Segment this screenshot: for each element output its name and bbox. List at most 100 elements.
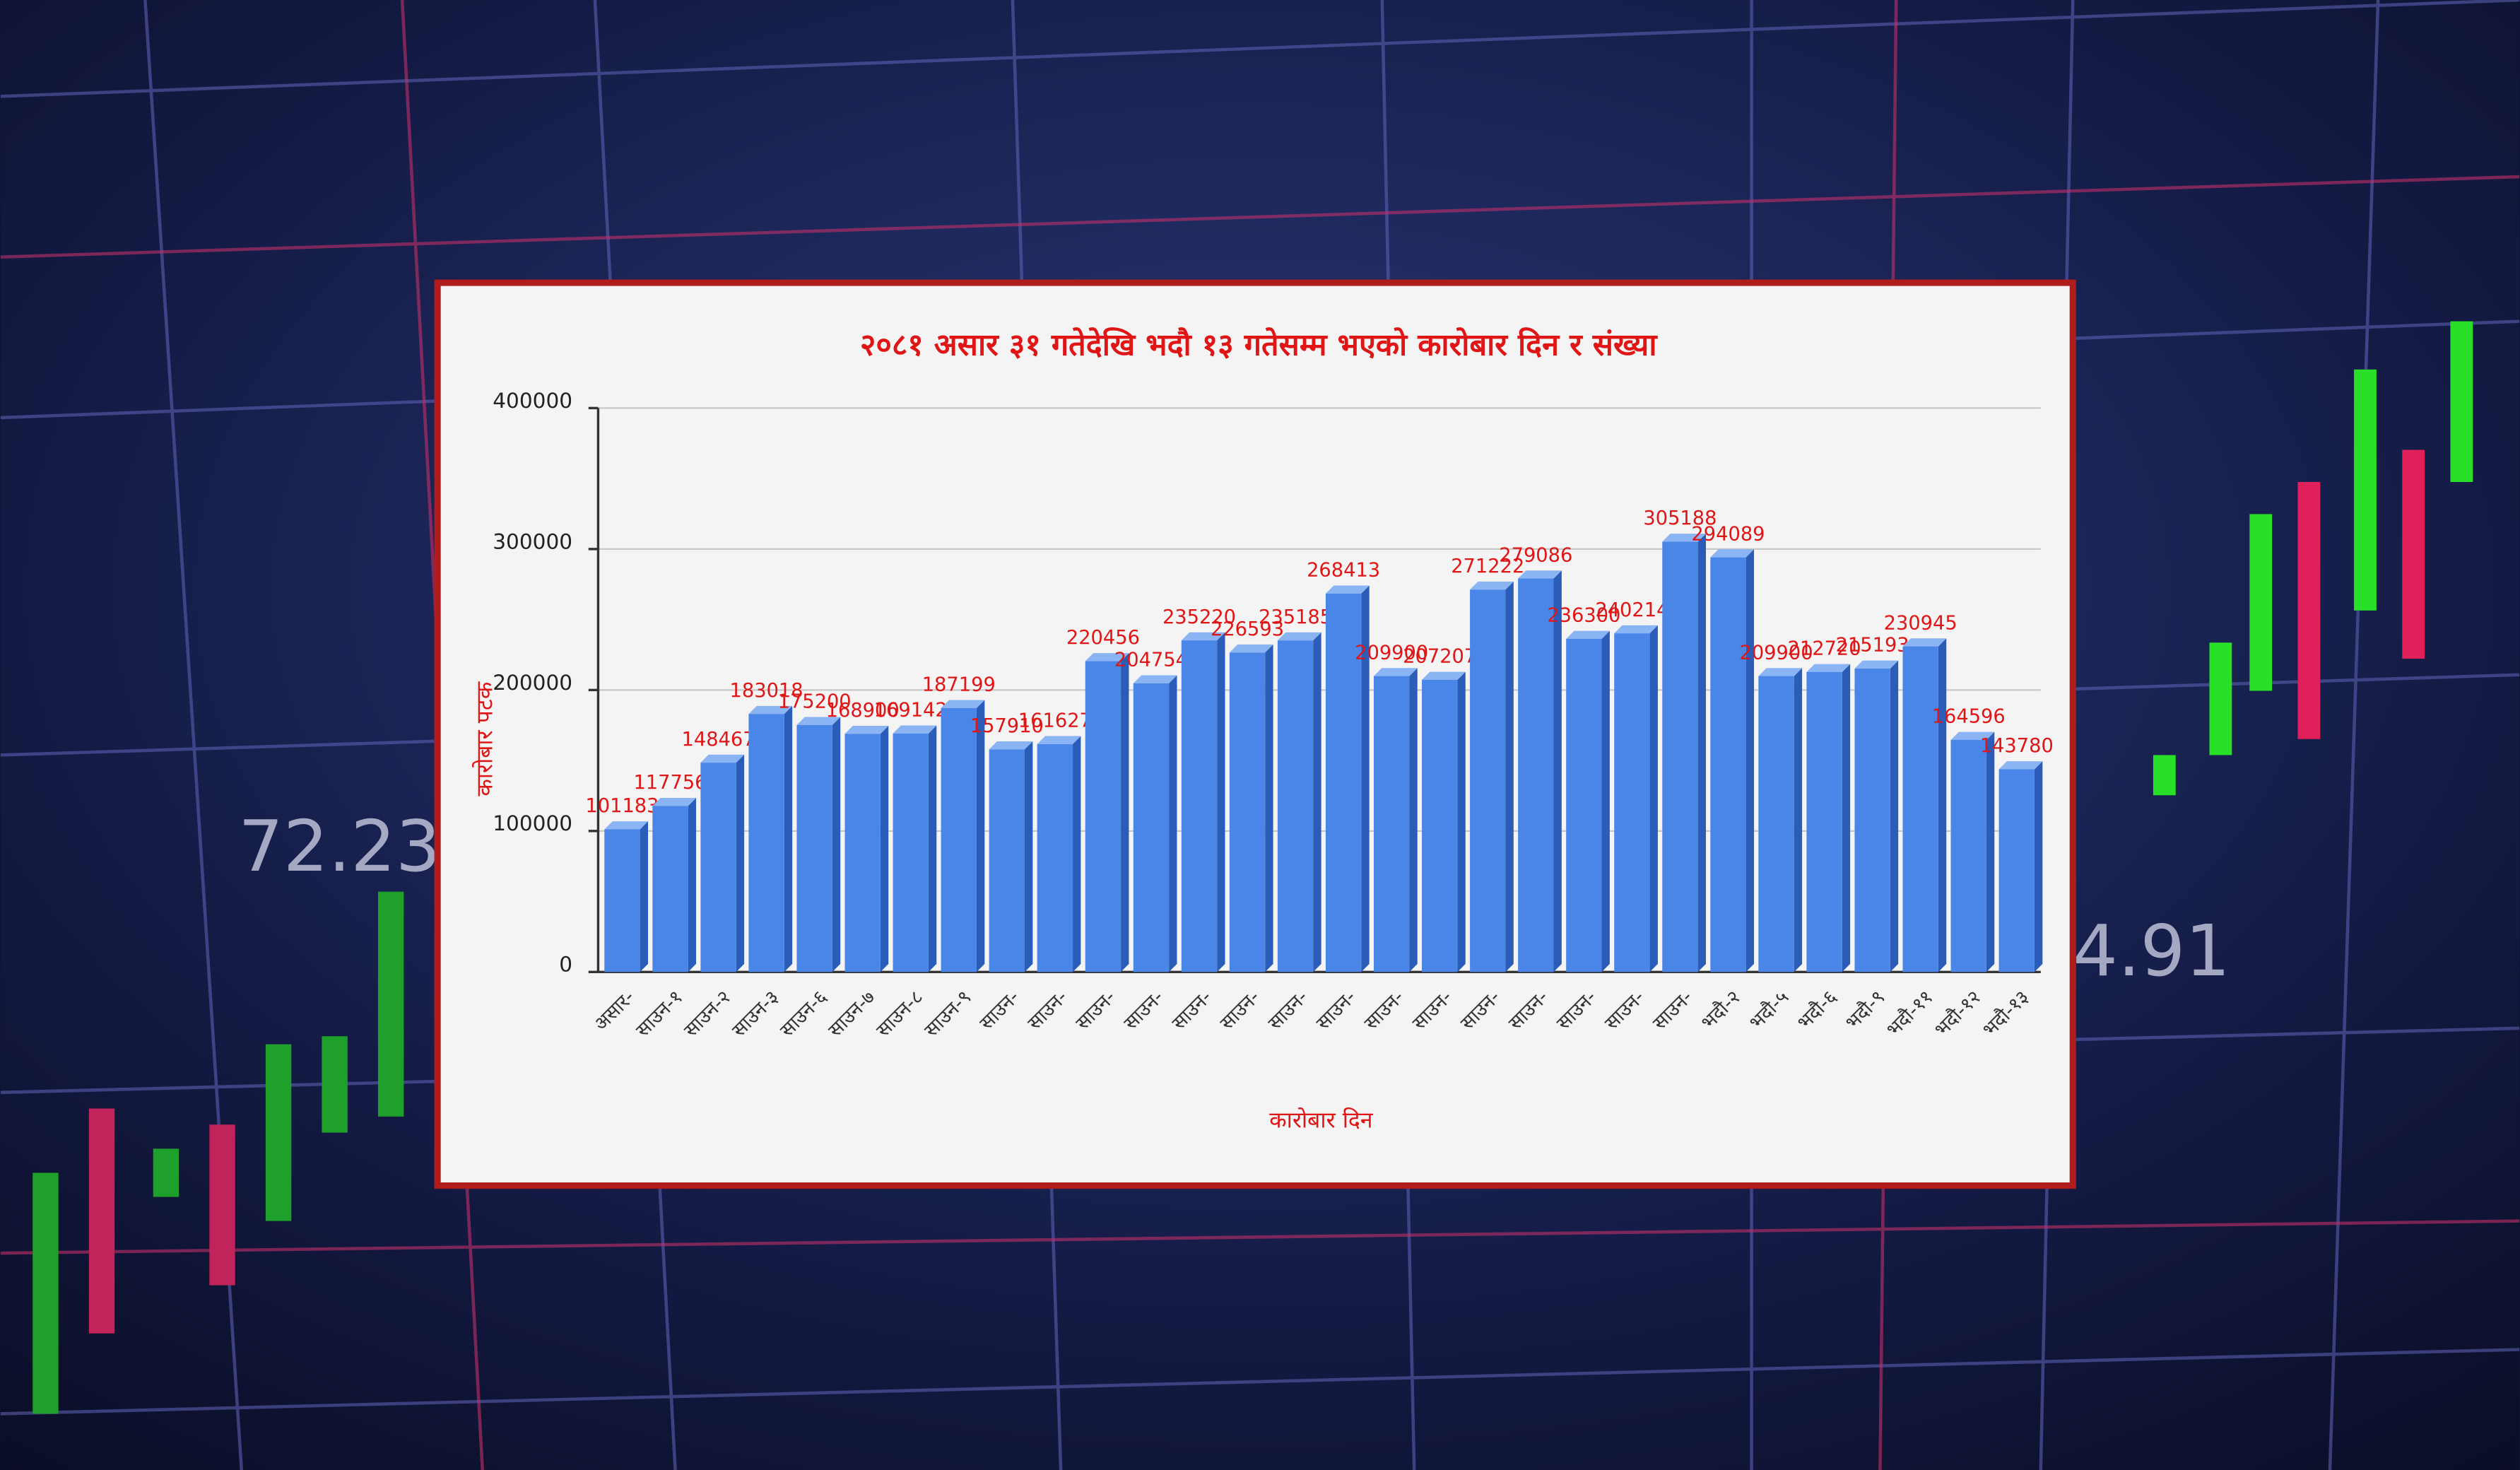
bar-side [1265, 644, 1273, 972]
bar-side [1745, 549, 1755, 972]
bar-top [1950, 731, 1995, 740]
bar-side [1361, 585, 1370, 972]
bar-side [880, 726, 889, 972]
bar [1181, 640, 1218, 972]
y-axis-label: कारोबार पटक [471, 681, 497, 796]
bar [1325, 593, 1362, 972]
bar [1950, 739, 1986, 972]
bar [893, 733, 929, 972]
bar [1902, 646, 1938, 972]
bar-side [784, 705, 793, 972]
background-number: 72.23 [238, 805, 440, 888]
data-label: 215193 [1836, 635, 1909, 657]
bar-top [796, 717, 841, 725]
bar [1758, 676, 1794, 972]
bar [1037, 743, 1073, 972]
data-label: 169142 [874, 700, 948, 722]
bar-side [2034, 761, 2043, 972]
bar [1422, 679, 1458, 972]
bar-side [1073, 736, 1081, 972]
data-label: 226593 [1211, 618, 1284, 640]
bar [748, 714, 784, 972]
bar-top [1710, 549, 1755, 558]
data-label: 240214 [1595, 599, 1668, 621]
bar-top [1422, 671, 1466, 680]
data-label: 271222 [1451, 555, 1524, 577]
bar-top [1374, 668, 1418, 676]
data-label: 204754 [1114, 649, 1188, 671]
bar-top [1806, 664, 1851, 672]
bar-top [1614, 625, 1658, 634]
data-label: 209900 [1355, 642, 1428, 664]
bar [1085, 661, 1121, 972]
bar [1133, 683, 1170, 972]
bar [604, 829, 640, 972]
bar [1277, 640, 1314, 972]
bar-top [893, 725, 937, 734]
data-label: 235185 [1259, 606, 1332, 628]
bar-top [1854, 660, 1899, 669]
bar [1566, 638, 1602, 972]
data-label: 187199 [922, 674, 996, 696]
bar-top [1470, 581, 1514, 590]
bar-top [1085, 653, 1129, 662]
bar-side [1794, 668, 1803, 972]
bar-side [928, 725, 937, 972]
bar-side [688, 798, 697, 972]
data-label: 236300 [1547, 605, 1620, 627]
bar-side [1649, 625, 1658, 972]
y-tick-label: 400000 [493, 389, 572, 413]
y-tick-label: 300000 [493, 529, 572, 553]
bar-side [736, 754, 745, 972]
bar-top [748, 705, 793, 715]
data-label: 148467 [681, 729, 755, 751]
bar-top [1662, 534, 1706, 542]
bar [1614, 633, 1650, 972]
bar-top [1518, 570, 1562, 579]
bar-top [652, 798, 697, 806]
data-label: 207207 [1403, 646, 1476, 668]
y-tick-label: 100000 [493, 811, 572, 835]
bar [1374, 676, 1410, 972]
bar [652, 806, 688, 972]
data-label: 175200 [778, 690, 852, 712]
data-label: 220456 [1066, 627, 1140, 649]
bar [1806, 671, 1842, 972]
bar-top [604, 821, 648, 830]
bar [1470, 589, 1506, 972]
bar-side [1601, 630, 1610, 972]
bar-top [1566, 630, 1610, 639]
data-label: 230945 [1884, 612, 1957, 634]
bar-top [1902, 638, 1947, 647]
bar-side [1313, 632, 1321, 972]
data-label: 279086 [1499, 544, 1572, 566]
bar [1710, 557, 1746, 972]
x-axis-label: कारोबार दिन [1269, 1107, 1374, 1134]
bar-side [1890, 660, 1899, 972]
y-tick-label: 200000 [493, 671, 572, 695]
bar-side [1986, 731, 1995, 972]
bar [1854, 669, 1890, 972]
bar [1229, 652, 1266, 972]
bar-top [1037, 736, 1081, 744]
bar-top [1758, 668, 1803, 676]
bar-side [1169, 675, 1177, 972]
bar-side [1553, 570, 1562, 972]
bar-side [1842, 664, 1851, 972]
bar-side [832, 717, 841, 972]
bar [796, 724, 832, 972]
bar [1662, 541, 1698, 972]
bar-side [1697, 534, 1706, 972]
bar-top [1998, 761, 2043, 770]
data-label: 117756 [633, 772, 707, 794]
bar [1518, 578, 1554, 972]
bar-side [1457, 671, 1466, 972]
data-label: 101183 [585, 795, 659, 817]
bar-side [1024, 741, 1033, 972]
bar-side [1938, 638, 1947, 972]
bar-side [1409, 668, 1418, 972]
data-label: 157910 [970, 715, 1044, 737]
bar-top [1277, 632, 1321, 641]
data-label: 183018 [730, 680, 803, 702]
